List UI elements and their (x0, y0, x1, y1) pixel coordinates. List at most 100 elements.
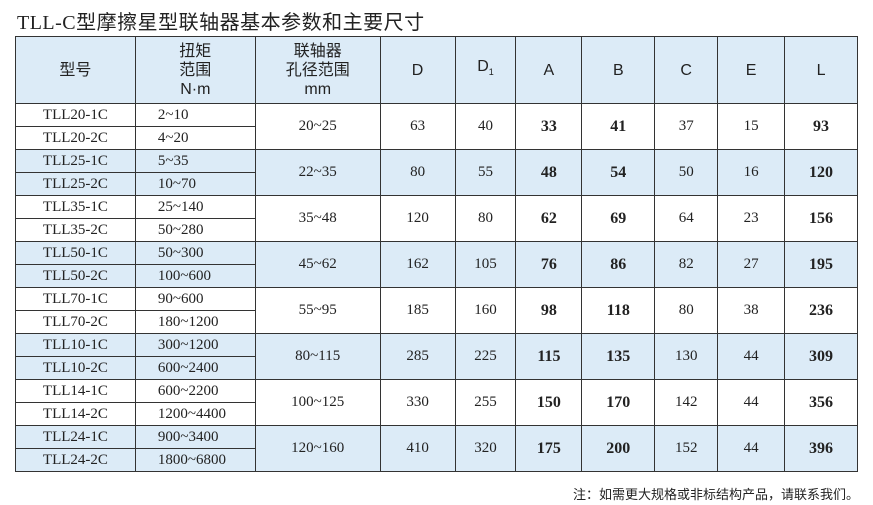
D1-cell: 40 (454, 103, 517, 150)
A-cell: 33 (515, 103, 583, 150)
E-cell: 44 (717, 425, 786, 472)
model-cell: TLL20-1C (15, 103, 136, 127)
model-cell: TLL50-1C (15, 241, 136, 265)
C-cell: 37 (654, 103, 719, 150)
table-row: TLL14-2C 1200~4400 (15, 402, 858, 426)
table-row: TLL14-1C 600~2200 100~125 330 255 150 170 142 44… (15, 379, 858, 426)
E-cell: 23 (717, 195, 786, 242)
L-cell: 195 (784, 241, 858, 288)
E-cell: 44 (717, 379, 786, 426)
L-cell: 156 (784, 195, 858, 242)
D1-cell: 55 (454, 149, 517, 196)
torque-cell: 1800~6800 (134, 448, 256, 472)
L-cell: 356 (784, 379, 858, 426)
torque-cell: 300~1200 (134, 333, 256, 357)
C-cell: 142 (654, 379, 719, 426)
B-cell: 86 (581, 241, 656, 288)
header-B: B (581, 36, 656, 104)
table-row: TLL50-2C 100~600 (15, 264, 858, 288)
L-cell: 93 (784, 103, 858, 150)
spec-table: 型号 扭矩 范围 N·m 联轴器 孔径范围 mm D D1 A B C E L TLL2… (15, 36, 858, 472)
B-cell: 170 (581, 379, 656, 426)
C-cell: 80 (654, 287, 719, 334)
model-cell: TLL50-2C (15, 264, 136, 288)
torque-cell: 1200~4400 (134, 402, 256, 426)
model-cell: TLL25-1C (15, 149, 136, 173)
D-cell: 120 (379, 195, 456, 242)
D-cell: 285 (379, 333, 456, 380)
E-cell: 44 (717, 333, 786, 380)
E-cell: 27 (717, 241, 786, 288)
D-cell: 80 (379, 149, 456, 196)
D-cell: 63 (379, 103, 456, 150)
bore-cell: 120~160 (254, 425, 381, 472)
A-cell: 62 (515, 195, 583, 242)
header-L: L (784, 36, 858, 104)
model-cell: TLL20-2C (15, 126, 136, 150)
D-cell: 162 (379, 241, 456, 288)
E-cell: 15 (717, 103, 786, 150)
bore-cell: 100~125 (254, 379, 381, 426)
torque-cell: 50~300 (134, 241, 256, 265)
bore-cell: 80~115 (254, 333, 381, 380)
header-E: E (717, 36, 786, 104)
torque-cell: 2~10 (134, 103, 256, 127)
table-row: TLL20-1C 2~10 20~25 63 40 33 41 37 15 93 (15, 103, 858, 150)
torque-cell: 4~20 (134, 126, 256, 150)
model-cell: TLL10-1C (15, 333, 136, 357)
D1-cell: 160 (454, 287, 517, 334)
D1-cell: 320 (454, 425, 517, 472)
D-cell: 330 (379, 379, 456, 426)
torque-cell: 50~280 (134, 218, 256, 242)
bore-cell: 45~62 (254, 241, 381, 288)
header-A: A (515, 36, 583, 104)
header-row: 型号 扭矩 范围 N·m 联轴器 孔径范围 mm D D1 A B C E L (15, 36, 858, 104)
D-cell: 185 (379, 287, 456, 334)
table-row: TLL35-1C 25~140 35~48 120 80 62 69 64 23 156 (15, 195, 858, 242)
A-cell: 175 (515, 425, 583, 472)
B-cell: 118 (581, 287, 656, 334)
header-C: C (654, 36, 719, 104)
table-row: TLL70-2C 180~1200 (15, 310, 858, 334)
D1-cell: 255 (454, 379, 517, 426)
L-cell: 309 (784, 333, 858, 380)
C-cell: 82 (654, 241, 719, 288)
table-row: TLL25-1C 5~35 22~35 80 55 48 54 50 16 120 (15, 149, 858, 196)
model-cell: TLL35-2C (15, 218, 136, 242)
C-cell: 64 (654, 195, 719, 242)
A-cell: 115 (515, 333, 583, 380)
B-cell: 69 (581, 195, 656, 242)
model-cell: TLL14-2C (15, 402, 136, 426)
footnote: 注：如需更大规格或非标结构产品，请联系我们。 (572, 487, 859, 502)
header-D: D (379, 36, 456, 104)
bore-cell: 35~48 (254, 195, 381, 242)
E-cell: 16 (717, 149, 786, 196)
D-cell: 410 (379, 425, 456, 472)
table-row: TLL50-1C 50~300 45~62 162 105 76 86 82 27 195 (15, 241, 858, 288)
header-bore: 联轴器 孔径范围 mm (254, 36, 381, 104)
table-row: TLL10-1C 300~1200 80~115 285 225 115 135 130 44 3… (15, 333, 858, 380)
A-cell: 98 (515, 287, 583, 334)
model-cell: TLL25-2C (15, 172, 136, 196)
table-row: TLL20-2C 4~20 (15, 126, 858, 150)
B-cell: 54 (581, 149, 656, 196)
torque-cell: 25~140 (134, 195, 256, 219)
torque-cell: 5~35 (134, 149, 256, 173)
model-cell: TLL14-1C (15, 379, 136, 403)
table-row: TLL25-2C 10~70 (15, 172, 858, 196)
torque-cell: 180~1200 (134, 310, 256, 334)
header-model: 型号 (15, 36, 136, 104)
model-cell: TLL24-1C (15, 425, 136, 449)
model-cell: TLL70-1C (15, 287, 136, 311)
table-row: TLL24-1C 900~3400 120~160 410 320 175 200 152 44… (15, 425, 858, 472)
B-cell: 41 (581, 103, 656, 150)
page-title: TLL-C型摩擦星型联轴器基本参数和主要尺寸 (17, 12, 425, 34)
A-cell: 150 (515, 379, 583, 426)
L-cell: 120 (784, 149, 858, 196)
C-cell: 152 (654, 425, 719, 472)
model-cell: TLL24-2C (15, 448, 136, 472)
A-cell: 76 (515, 241, 583, 288)
B-cell: 135 (581, 333, 656, 380)
header-torque: 扭矩 范围 N·m (134, 36, 256, 104)
bore-cell: 22~35 (254, 149, 381, 196)
